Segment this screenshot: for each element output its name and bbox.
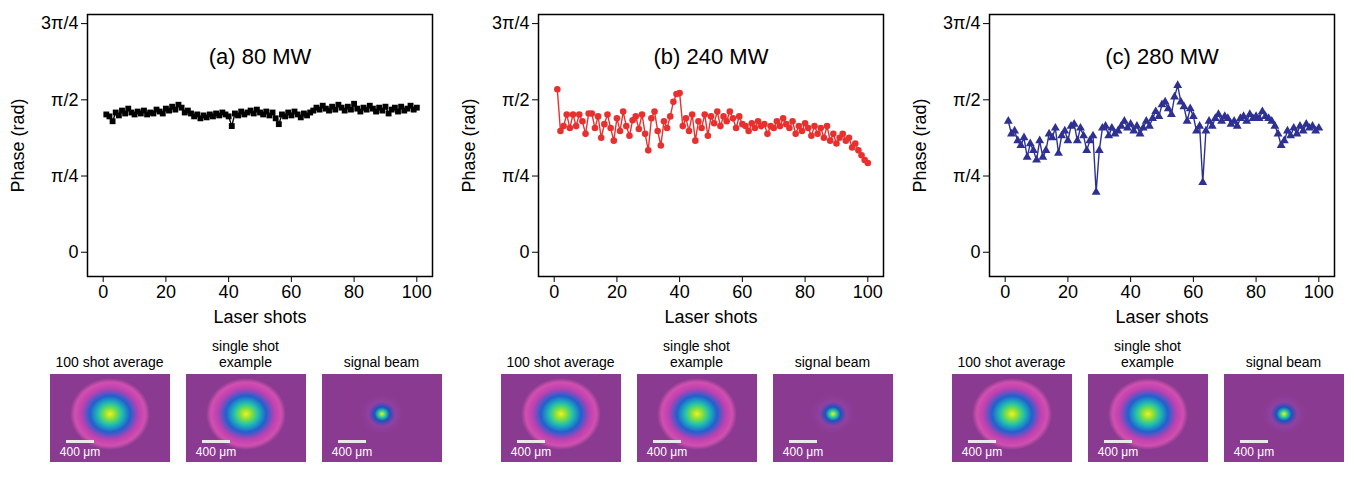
- svg-text:40: 40: [670, 282, 690, 302]
- svg-text:400 μm: 400 μm: [331, 445, 371, 459]
- svg-text:400 μm: 400 μm: [782, 445, 822, 459]
- svg-text:Phase (rad): Phase (rad): [8, 98, 28, 192]
- html-text:100 shot average: 100 shot average: [55, 354, 164, 370]
- svg-text:60: 60: [1183, 282, 1203, 302]
- svg-text:3π/4: 3π/4: [943, 13, 980, 33]
- svg-text:400 μm: 400 μm: [59, 445, 99, 459]
- svg-text:Laser shots: Laser shots: [1115, 307, 1208, 327]
- html-text:single shot example: single shot example: [1114, 338, 1181, 370]
- svg-text:60: 60: [281, 282, 301, 302]
- svg-text:3π/4: 3π/4: [492, 13, 529, 33]
- svg-text:60: 60: [732, 282, 752, 302]
- svg-text:400 μm: 400 μm: [646, 445, 686, 459]
- svg-text:100: 100: [1304, 282, 1334, 302]
- svg-text:20: 20: [1058, 282, 1078, 302]
- svg-text:20: 20: [607, 282, 627, 302]
- svg-text:π/4: π/4: [51, 166, 78, 186]
- svg-text:π/2: π/2: [953, 90, 980, 110]
- svg-text:400 μm: 400 μm: [195, 445, 235, 459]
- svg-text:80: 80: [1246, 282, 1266, 302]
- svg-text:0: 0: [1000, 282, 1010, 302]
- svg-text:π/2: π/2: [502, 90, 529, 110]
- svg-text:80: 80: [795, 282, 815, 302]
- svg-text:0: 0: [519, 242, 529, 262]
- svg-text:400 μm: 400 μm: [1097, 445, 1137, 459]
- svg-text:(b) 240 MW: (b) 240 MW: [654, 44, 769, 69]
- html-text:single shot example: single shot example: [212, 338, 279, 370]
- svg-text:100: 100: [402, 282, 432, 302]
- svg-text:20: 20: [156, 282, 176, 302]
- svg-text:400 μm: 400 μm: [1233, 445, 1273, 459]
- svg-text:80: 80: [344, 282, 364, 302]
- html-text:single shot example: single shot example: [663, 338, 730, 370]
- html-text:100 shot average: 100 shot average: [957, 354, 1066, 370]
- svg-text:Laser shots: Laser shots: [213, 307, 306, 327]
- svg-text:0: 0: [98, 282, 108, 302]
- svg-text:400 μm: 400 μm: [510, 445, 550, 459]
- svg-text:400 μm: 400 μm: [961, 445, 1001, 459]
- svg-text:100: 100: [853, 282, 883, 302]
- svg-text:0: 0: [68, 242, 78, 262]
- html-text:signal beam: signal beam: [1245, 354, 1322, 370]
- svg-text:(a) 80 MW: (a) 80 MW: [209, 44, 312, 69]
- svg-text:π/2: π/2: [51, 90, 78, 110]
- svg-text:40: 40: [219, 282, 239, 302]
- svg-text:π/4: π/4: [953, 166, 980, 186]
- html-text:signal beam: signal beam: [794, 354, 871, 370]
- html-text:signal beam: signal beam: [343, 354, 420, 370]
- svg-text:Phase (rad): Phase (rad): [459, 98, 479, 192]
- svg-text:0: 0: [970, 242, 980, 262]
- svg-text:0: 0: [549, 282, 559, 302]
- svg-text:(c) 280 MW: (c) 280 MW: [1105, 44, 1219, 69]
- svg-text:π/4: π/4: [502, 166, 529, 186]
- svg-text:3π/4: 3π/4: [41, 13, 78, 33]
- svg-text:Laser shots: Laser shots: [664, 307, 757, 327]
- svg-text:Phase (rad): Phase (rad): [910, 98, 930, 192]
- html-text:100 shot average: 100 shot average: [506, 354, 615, 370]
- svg-text:40: 40: [1121, 282, 1141, 302]
